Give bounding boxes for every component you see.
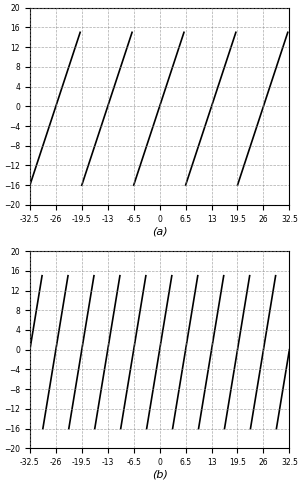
X-axis label: (b): (b) — [152, 470, 168, 480]
X-axis label: (a): (a) — [152, 227, 167, 237]
